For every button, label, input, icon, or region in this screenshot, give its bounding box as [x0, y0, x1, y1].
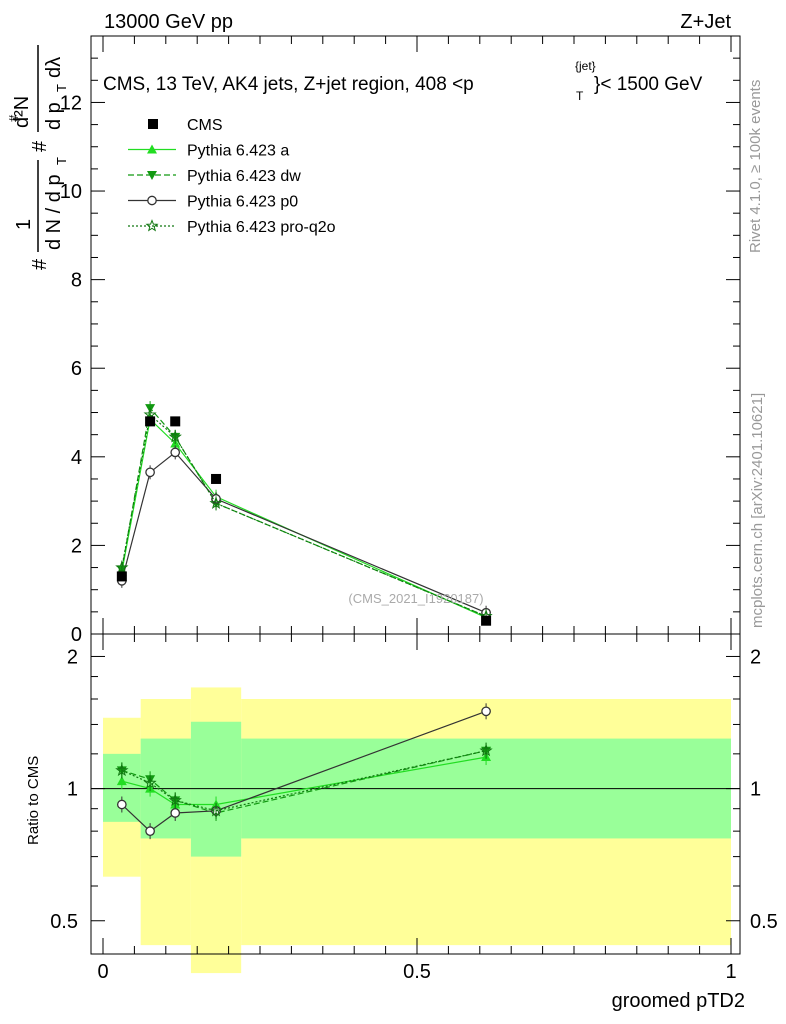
ratio-point: [143, 776, 157, 789]
upper-y-tick-label: 10: [60, 181, 82, 203]
cms-point: [211, 473, 222, 484]
rivet-version-text: Rivet 4.1.0, ≥ 100k events: [747, 80, 764, 253]
ratio-point: [481, 706, 491, 717]
svg-text:d²N: d²N: [11, 96, 33, 128]
legend-label: Pythia 6.423 dw: [187, 168, 301, 185]
ratio-panel: 0.5 0.5 1 1 2 2: [50, 633, 778, 974]
cms-point: [145, 416, 156, 427]
svg-text:#: #: [6, 114, 21, 122]
mcplots-credit-text: mcplots.cern.ch [arXiv:2401.10621]: [749, 393, 766, 628]
main-title-sup: {jet}: [575, 59, 596, 73]
svg-text:T: T: [54, 84, 69, 92]
series-point: [168, 429, 182, 443]
ratio-point: [209, 803, 223, 817]
upper-y-tick-label: 2: [71, 535, 82, 557]
main-title: CMS, 13 TeV, AK4 jets, Z+jet region, 408…: [103, 74, 474, 95]
legend-marker: [148, 119, 158, 129]
ratio-point: [479, 743, 493, 757]
ratio-ylabel: Ratio to CMS: [25, 756, 42, 845]
ratio-point: [170, 808, 181, 818]
watermark: (CMS_2021_I1920187): [348, 591, 483, 606]
ratio-band-green: [190, 721, 242, 857]
series-point: [170, 447, 181, 458]
upper-y-tick-label: 8: [71, 270, 82, 292]
svg-text:d p: d p: [43, 102, 65, 130]
header-right: Z+Jet: [680, 11, 731, 33]
ratio-line-1: [121, 750, 487, 814]
ratio-y-tick-label-left: 1: [67, 779, 78, 801]
legend-marker: [147, 144, 157, 154]
x-axis: 0 0.5 1: [97, 36, 737, 983]
ratio-point: [145, 826, 155, 837]
legend-marker: [147, 195, 157, 206]
main-title-text: CMS, 13 TeV, AK4 jets, Z+jet region, 408…: [103, 74, 474, 95]
main-title-sub: T: [576, 89, 584, 103]
ratio-y-tick-label-right: 1: [750, 779, 761, 801]
upper-y-tick-label: 4: [71, 447, 82, 469]
legend-label: Pythia 6.423 p0: [187, 194, 298, 211]
legend-label: Pythia 6.423 pro-q2o: [187, 219, 336, 236]
upper-ylabel: # 1 d N / d p T # d²N # d p T dλ: [6, 45, 69, 270]
ratio-point: [116, 776, 127, 786]
cms-point: [481, 615, 492, 626]
legend-label: Pythia 6.423 a: [187, 143, 289, 160]
ratio-y-tick-label-right: 2: [750, 646, 761, 668]
upper-y-tick-label: 0: [71, 624, 82, 646]
legend-marker: [147, 171, 157, 180]
series-line-3: [121, 451, 487, 614]
svg-text:1: 1: [13, 219, 35, 230]
x-tick-label: 0: [97, 961, 108, 983]
series-point: [115, 560, 129, 574]
ratio-point: [168, 793, 182, 807]
svg-text:#: #: [29, 140, 51, 152]
upper-y-tick-label: 6: [71, 358, 82, 380]
ratio-frame: [90, 633, 741, 955]
ratio-point: [116, 799, 127, 810]
main-title-end: }< 1500 GeV: [594, 74, 703, 95]
legend-marker: [145, 219, 159, 232]
svg-text:#: #: [29, 258, 51, 270]
upper-y-tick-label: 12: [60, 92, 82, 114]
cms-point: [170, 416, 181, 427]
svg-text:d N / d p: d N / d p: [43, 174, 65, 250]
svg-text:T: T: [54, 157, 69, 165]
series-point: [209, 496, 223, 510]
upper-panel: 0 2 4 6 8 10 12 (CMS_2021_I1920187) CMS, 13 Te…: [60, 35, 741, 646]
ratio-y-tick-label-right: 0.5: [750, 911, 778, 933]
header-left: 13000 GeV pp: [104, 11, 233, 33]
ratio-point: [115, 763, 129, 777]
svg-text:dλ: dλ: [43, 57, 65, 78]
x-tick-label: 0.5: [403, 961, 431, 983]
series-point: [145, 467, 155, 478]
ratio-y-tick-label-left: 2: [67, 646, 78, 668]
cms-point: [116, 571, 127, 582]
legend: CMS Pythia 6.423 a Pythia 6.423 dw Pythia 6…: [128, 117, 336, 236]
x-tick-label: 1: [725, 961, 736, 983]
ratio-y-tick-label-left: 0.5: [50, 911, 78, 933]
legend-label: CMS: [187, 117, 223, 134]
x-axis-label: groomed pTD2: [612, 990, 745, 1012]
